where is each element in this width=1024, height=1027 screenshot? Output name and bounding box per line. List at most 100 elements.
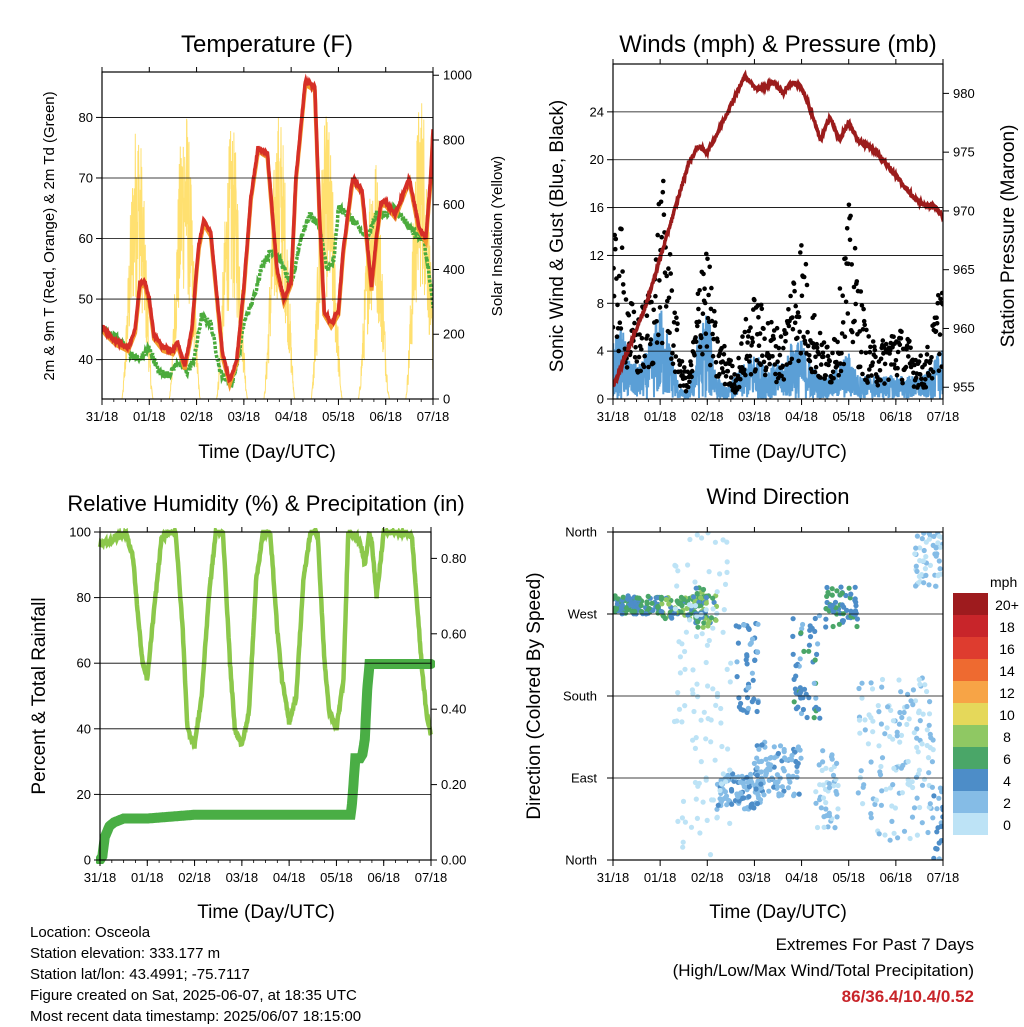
direction-point [814, 824, 821, 831]
direction-point [723, 779, 729, 785]
wind-direction-panel: Wind Direction Time (Day/UTC) Direction … [524, 484, 1019, 923]
direction-point [812, 657, 818, 663]
gust-point [730, 363, 735, 369]
gust-point [788, 293, 793, 299]
gust-point [632, 320, 637, 326]
direction-point [933, 583, 939, 589]
gust-point [745, 340, 750, 345]
direction-point [917, 545, 923, 551]
direction-point [698, 595, 704, 601]
gust-point [860, 371, 865, 377]
direction-point [724, 559, 730, 565]
gust-point [894, 372, 900, 378]
direction-point [781, 788, 787, 794]
direction-point [823, 806, 829, 812]
temperature-ytick-label: 70 [79, 170, 93, 185]
gust-point [664, 273, 669, 279]
gust-point [880, 338, 886, 343]
winds-ytick-label: 24 [590, 104, 604, 119]
gust-point [722, 381, 728, 387]
gust-point [715, 339, 720, 344]
gust-point [670, 350, 675, 356]
direction-point [744, 695, 751, 701]
gust-point [882, 381, 887, 386]
gust-point [883, 341, 889, 347]
direction-point [898, 689, 904, 695]
gust-point [658, 199, 664, 205]
direction-point [717, 787, 723, 794]
gust-point [900, 380, 905, 386]
direction-point [676, 706, 683, 712]
speed-legend: 20+ 18 16 14 12 10 8 6 4 2 0 [953, 593, 1019, 835]
direction-point [834, 791, 840, 797]
direction-point [738, 706, 744, 712]
direction-point [914, 832, 921, 838]
winds-xlabel: Time (Day/UTC) [709, 442, 847, 463]
direction-ytick-label: West [568, 607, 598, 622]
direction-point [923, 572, 929, 579]
gust-point [613, 265, 616, 271]
gust-point [613, 232, 617, 238]
direction-point [889, 818, 895, 825]
direction-point [820, 782, 826, 788]
elevation-text: Station elevation: 333.177 m [30, 945, 221, 962]
gust-point [825, 344, 830, 350]
direction-point [774, 784, 781, 790]
direction-point [933, 845, 939, 852]
direction-point [852, 584, 858, 590]
direction-point [885, 704, 891, 710]
direction-point [901, 828, 908, 834]
gust-point [695, 323, 700, 329]
direction-point [794, 769, 800, 775]
gust-point [792, 288, 797, 294]
direction-point [823, 624, 829, 630]
gust-point [671, 343, 676, 348]
direction-point [895, 835, 901, 841]
gust-point [933, 329, 939, 334]
gust-point [840, 320, 846, 325]
direction-point [718, 705, 724, 712]
gust-point [846, 261, 851, 267]
gust-point [693, 335, 698, 340]
direction-point [890, 718, 897, 724]
direction-point [712, 539, 719, 545]
gust-point [743, 316, 749, 322]
gust-point [700, 311, 706, 317]
direction-point [908, 698, 914, 704]
direction-point [878, 721, 885, 727]
direction-point [735, 640, 742, 646]
direction-point [785, 785, 792, 791]
gust-point [908, 345, 913, 351]
gust-point [717, 371, 722, 377]
gust-point [816, 351, 822, 357]
direction-point [718, 720, 724, 726]
direction-point [695, 624, 701, 630]
direction-point [693, 633, 700, 640]
direction-ytick-label: East [571, 771, 597, 786]
direction-point [789, 752, 795, 759]
direction-point [879, 755, 886, 761]
direction-point [695, 694, 701, 700]
direction-point [700, 586, 707, 593]
direction-point [771, 744, 777, 750]
gust-point [745, 334, 751, 339]
direction-point [894, 729, 900, 735]
direction-point [938, 838, 943, 844]
direction-point [816, 762, 822, 768]
gust-point [758, 362, 763, 368]
gust-point [696, 319, 702, 325]
gust-point [919, 376, 924, 382]
direction-point [753, 786, 759, 792]
winds-y2label: Station Pressure (Maroon) [998, 125, 1019, 348]
direction-point [824, 584, 830, 591]
direction-point [659, 609, 665, 615]
direction-point [820, 748, 826, 754]
direction-point [825, 824, 831, 830]
gust-point [844, 226, 850, 231]
direction-point [668, 613, 674, 619]
gust-point [870, 339, 876, 344]
direction-point [682, 648, 688, 655]
direction-point [682, 703, 688, 709]
legend-swatch [953, 813, 988, 835]
